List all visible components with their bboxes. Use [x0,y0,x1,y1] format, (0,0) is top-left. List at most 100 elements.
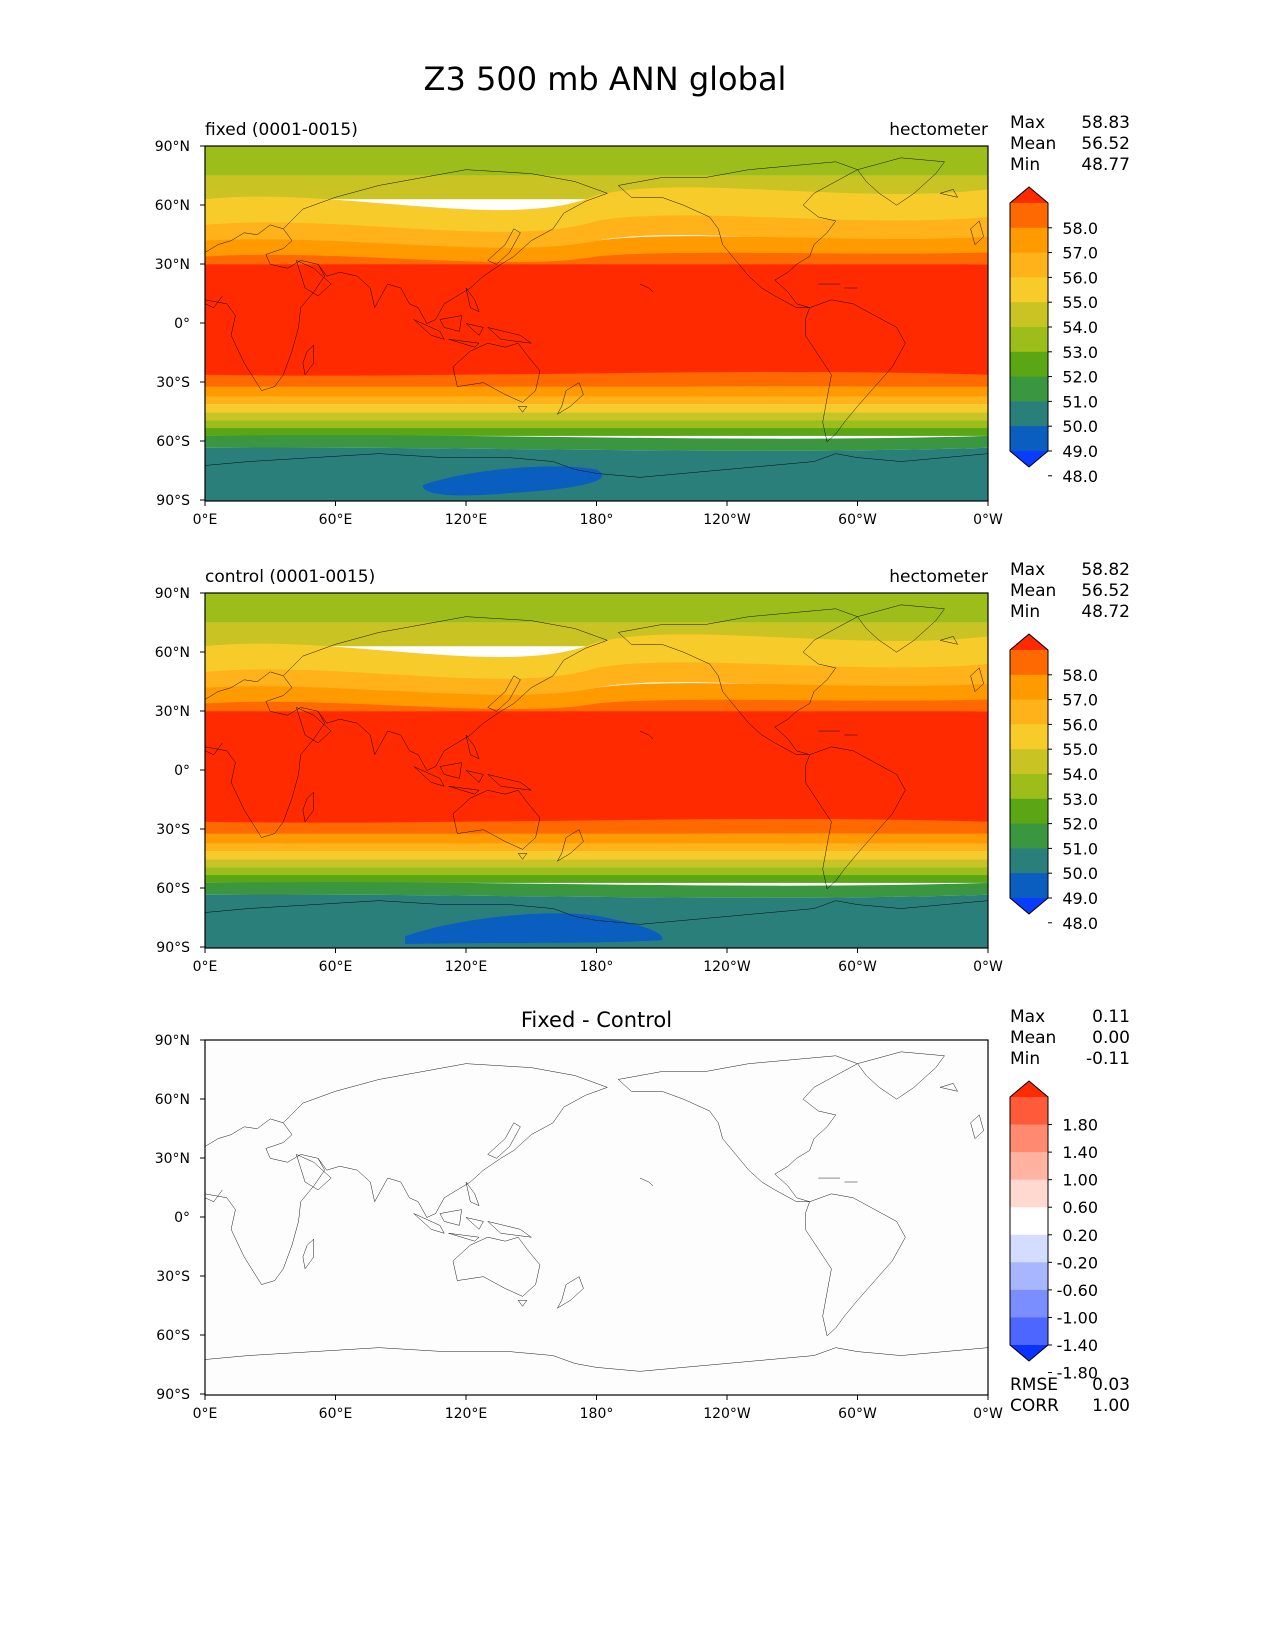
lon-tick-label: 60°W [838,959,877,975]
lat-tick-label: 30°N [155,1151,190,1167]
stat-name: Min [1010,602,1040,622]
lon-tick-label: 180° [580,512,614,528]
lat-tick-label: 90°S [156,940,190,956]
colorbar-fixed: 58.0 57.0 56.0 55.0 54.0 53.0 52.0 51.0 50.0 49.0… [1009,186,1098,486]
panel-control: control (0001-0015) hectometer 90°N 60°N… [155,560,1130,975]
colorbar-tick-label: -0.60 [1057,1281,1098,1300]
colorbar-bin [1010,699,1048,725]
stat-value: 48.72 [1081,602,1130,622]
colorbar-bin [1010,1317,1048,1346]
stat-value: 58.83 [1081,113,1130,133]
stat-name: Mean [1010,134,1056,154]
lon-tick-label: 120°W [703,959,751,975]
stats-block: Max 58.83 Mean 56.52 Min 48.77 [1010,113,1130,175]
colorbar-tick-label: 58.0 [1062,219,1098,238]
panel-units: hectometer [889,120,988,140]
lon-tick-label: 0°E [193,1406,218,1422]
colorbar-extend-max [1010,187,1048,203]
stat-name: Max [1010,113,1045,133]
colorbar-tick-label: 55.0 [1062,740,1098,759]
map-fixed [204,145,989,502]
lat-tick-label: 60°S [156,1328,190,1344]
stat-value: 56.52 [1081,134,1130,154]
colorbar-tick-label: -1.40 [1057,1336,1098,1355]
colorbar-bin [1010,327,1048,353]
stat-value: 56.52 [1081,581,1130,601]
colorbar-bin [1010,1124,1048,1153]
colorbar-bin [1010,774,1048,800]
colorbar-tick-label: 51.0 [1062,392,1098,411]
colorbar-tick-label: 57.0 [1062,691,1098,710]
colorbar-tick-label: 50.0 [1062,864,1098,883]
figure-title: Z3 500 mb ANN global [424,60,787,98]
lon-tick-label: 120°W [703,512,751,528]
lon-tick-label: 180° [580,1406,614,1422]
lat-tick-label: 60°N [155,645,190,661]
colorbar-control: 58.0 57.0 56.0 55.0 54.0 53.0 52.0 51.0 50.0 49.0… [1009,633,1098,933]
stat-name: Max [1010,1007,1045,1027]
colorbar-bin [1010,277,1048,303]
panel-units: hectometer [889,567,988,587]
colorbar-tick-label: -0.20 [1057,1253,1098,1272]
colorbar-tick-label: 56.0 [1062,268,1098,287]
lat-tick-label: 30°N [155,257,190,273]
lon-tick-label: 120°E [445,512,488,528]
colorbar-bin [1010,227,1048,254]
lon-tick-label: 0°W [973,1406,1003,1422]
lat-tick-label: 90°N [155,586,190,602]
colorbar-bin [1010,1179,1048,1208]
colorbar-bin [1010,1262,1048,1291]
lat-tick-label: 90°S [156,1387,190,1403]
lat-tick-label: 60°S [156,434,190,450]
lat-tick-label: 30°S [156,375,190,391]
colorbar-tick-label: 50.0 [1062,417,1098,436]
colorbar-bin [1010,351,1048,378]
stat-name: Max [1010,560,1045,580]
colorbar-bin [1010,1152,1048,1181]
lat-tick-label: 90°S [156,493,190,509]
lat-axis: 90°N 60°N 30°N 0° 30°S 60°S 90°S [155,586,205,956]
colorbar-tick-label: 53.0 [1062,343,1098,362]
metrics-block: RMSE 0.03 CORR 1.00 [1010,1375,1130,1416]
stats-block: Max 58.82 Mean 56.52 Min 48.72 [1010,560,1130,622]
metric-value: 1.00 [1092,1396,1130,1416]
stat-name: Mean [1010,1028,1056,1048]
colorbar-bin [1010,401,1048,427]
stat-value: 0.11 [1092,1007,1130,1027]
colorbar-extend-min [1010,451,1048,467]
metric-value: 0.03 [1092,1375,1130,1395]
colorbar-bin [1010,1097,1048,1126]
colorbar-tick-label: 1.40 [1062,1143,1098,1162]
lat-tick-label: 30°S [156,1269,190,1285]
lon-tick-label: 60°E [319,512,353,528]
metric-name: RMSE [1010,1375,1058,1395]
lat-tick-label: 0° [174,316,190,332]
lat-axis: 90°N 60°N 30°N 0° 30°S 60°S 90°S [155,139,205,509]
colorbar-tick-label: -1.80 [1057,1364,1098,1383]
map-control [204,592,989,949]
lon-tick-label: 120°E [445,1406,488,1422]
colorbar-extend-min [1010,1345,1048,1361]
lat-tick-label: 0° [174,1210,190,1226]
colorbar-tick-label: 54.0 [1062,318,1098,337]
stat-name: Min [1010,155,1040,175]
lon-tick-label: 120°W [703,1406,751,1422]
colorbar-tick-label: 48.0 [1062,467,1098,486]
lat-tick-label: 90°N [155,139,190,155]
colorbar-tick-label: 52.0 [1062,368,1098,387]
map-difference [204,1039,989,1396]
colorbar-tick-label: 0.20 [1062,1226,1098,1245]
lat-tick-label: 0° [174,763,190,779]
stat-name: Min [1010,1049,1040,1069]
lon-tick-label: 60°W [838,1406,877,1422]
lon-tick-label: 60°E [319,1406,353,1422]
colorbar-tick-label: 48.0 [1062,914,1098,933]
lon-tick-label: 0°E [193,959,218,975]
colorbar-tick-label: 1.00 [1062,1171,1098,1190]
lon-axis: 0°E 60°E 120°E 180° 120°W 60°W 0°W [193,948,1003,975]
stat-value: 48.77 [1081,155,1130,175]
colorbar-tick-label: 57.0 [1062,244,1098,263]
lat-tick-label: 60°N [155,198,190,214]
colorbar-tick-label: 49.0 [1062,889,1098,908]
colorbar-tick-label: 52.0 [1062,815,1098,834]
